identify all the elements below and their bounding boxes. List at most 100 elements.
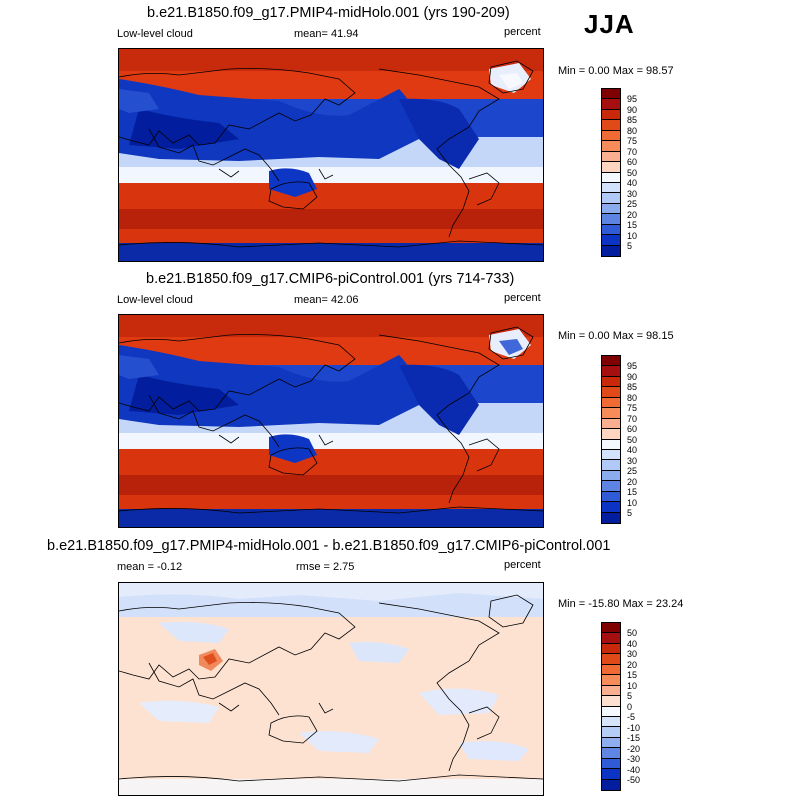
panel-2-colorbar-label: 75 [627,403,638,413]
panel-2-colorbar-label: 60 [627,424,638,434]
panel-3-colorbar-swatch [602,654,620,665]
panel-2-units-label: percent [504,292,541,304]
panel-2-map-field [119,315,543,527]
panel-1-colorbar-swatch [602,120,620,131]
panel-2-colorbar-label: 20 [627,477,638,487]
panel-1-colorbar-swatch [602,151,620,163]
panel-2-colorbar-swatch [602,397,620,409]
panel-3-colorbar-swatch [602,706,620,717]
panel-2-colorbar-swatch [602,376,620,388]
panel-2-colorbar-label: 15 [627,487,638,497]
panel-2-colorbar-label: 40 [627,445,638,455]
season-label: JJA [584,9,635,39]
panel-3-map-field [119,583,543,795]
panel-1-colorbar-swatch [602,235,620,246]
panel-3-colorbar-label: 20 [627,660,638,670]
panel-1-minmax-label: Min = 0.00 Max = 98.57 [558,65,674,77]
panel-2-colorbar-label: 70 [627,414,638,424]
panel-3-colorbar-swatch [602,696,620,707]
panel-1-colorbar-label: 95 [627,94,638,104]
panel-1-colorbar-label: 80 [627,126,638,136]
panel-1-map-field [119,49,543,261]
panel-3-colorbar-label: 15 [627,670,638,680]
panel-3-colorbar-label: -30 [627,754,641,764]
panel-2-colorbar-swatch [602,418,620,430]
panel-2-colorbar-swatch [602,366,620,377]
panel-1-colorbar-swatch [602,99,620,110]
panel-1-title: b.e21.B1850.f09_g17.PMIP4-midHolo.001 (y… [147,5,510,21]
panel-2-colorbar-swatch [602,408,620,419]
panel-3-colorbar-swatch [602,769,620,780]
panel-1-colorbar-swatch [602,224,620,236]
panel-3-colorbar-label: 5 [627,691,633,701]
panel-3-colorbar-swatch [602,737,620,749]
panel-2-colorbar-label: 30 [627,456,638,466]
panel-1-colorbar-label: 75 [627,136,638,146]
panel-1-colorbar-swatch [602,89,620,100]
panel-3-colorbar-swatch [602,643,620,655]
panel-1-colorbar-label: 90 [627,105,638,115]
panel-2-colorbar-label: 5 [627,508,633,518]
panel-1-units-label: percent [504,26,541,38]
panel-1-colorbar-label: 50 [627,168,638,178]
panel-1-colorbar-swatch [602,162,620,173]
panel-2-colorbar-label: 25 [627,466,638,476]
panel-2-colorbar-label: 80 [627,393,638,403]
panel-2-colorbar-label: 85 [627,382,638,392]
panel-1-colorbar-swatch [602,214,620,225]
panel-1-colorbar-label: 10 [627,231,638,241]
panel-3-colorbar-label: 40 [627,639,638,649]
panel-2-colorbar-swatch [602,439,620,450]
panel-1-colorbar-swatch [602,141,620,152]
panel-1-colorbar-label: 70 [627,147,638,157]
panel-2-colorbar-swatch [602,502,620,513]
panel-2-colorbar-swatch [602,491,620,503]
panel-3-colorbar-label: -10 [627,723,641,733]
panel-3-colorbar-swatch [602,779,620,790]
panel-1-colorbar-swatch [602,109,620,121]
panel-2-colorbar-label: 95 [627,361,638,371]
panel-2-colorbar [601,355,621,524]
panel-3-colorbar-label: 50 [627,628,638,638]
panel-2-colorbar-swatch [602,387,620,398]
panel-2-colorbar-label: 10 [627,498,638,508]
panel-3-title: b.e21.B1850.f09_g17.PMIP4-midHolo.001 - … [47,538,611,554]
panel-3-colorbar-label: 10 [627,681,638,691]
panel-2-variable-label: Low-level cloud [117,294,193,306]
panel-2-colorbar-swatch [602,429,620,440]
panel-2-colorbar-label: 50 [627,435,638,445]
panel-1-colorbar-label: 40 [627,178,638,188]
panel-1-colorbar-label: 30 [627,189,638,199]
panel-1-colorbar-swatch [602,182,620,194]
panel-1-variable-label: Low-level cloud [117,28,193,40]
panel-3-colorbar-swatch [602,716,620,728]
panel-2-map [118,314,544,528]
panel-2-colorbar-swatch [602,460,620,471]
panel-1-colorbar-label: 15 [627,220,638,230]
panel-1-colorbar-swatch [602,203,620,215]
panel-3-colorbar-swatch [602,623,620,634]
panel-3-colorbar-label: -40 [627,765,641,775]
panel-2-mean-label: mean= 42.06 [294,294,359,306]
panel-2-colorbar-swatch [602,470,620,482]
panel-1-colorbar-label: 25 [627,199,638,209]
panel-3-minmax-label: Min = -15.80 Max = 23.24 [558,598,684,610]
panel-3-colorbar-swatch [602,758,620,770]
panel-2-colorbar-label: 90 [627,372,638,382]
panel-1-colorbar-swatch [602,245,620,256]
panel-1-colorbar-swatch [602,172,620,183]
panel-3-map [118,582,544,796]
panel-1-colorbar [601,88,621,257]
panel-1-map [118,48,544,262]
panel-3-units-label: percent [504,559,541,571]
panel-3-colorbar-swatch [602,664,620,676]
panel-3-colorbar-swatch [602,685,620,697]
panel-1-colorbar-label: 20 [627,210,638,220]
panel-3-colorbar-label: -50 [627,775,641,785]
panel-1-colorbar-swatch [602,193,620,204]
panel-3-colorbar-swatch [602,748,620,759]
panel-1-colorbar-swatch [602,130,620,142]
panel-2-colorbar-swatch [602,481,620,492]
panel-2-colorbar-swatch [602,512,620,523]
panel-1-colorbar-label: 60 [627,157,638,167]
